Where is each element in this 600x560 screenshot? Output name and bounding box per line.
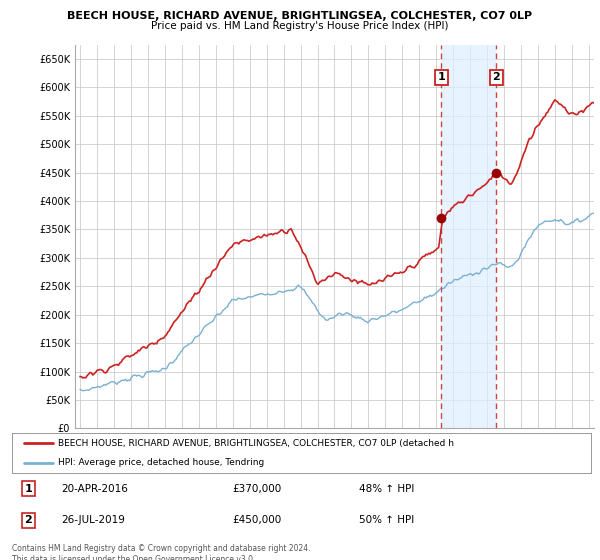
Bar [441, 45, 496, 428]
Text: 50% ↑ HPI: 50% ↑ HPI [359, 515, 415, 525]
Text: £370,000: £370,000 [232, 484, 281, 494]
Text: 2: 2 [493, 72, 500, 82]
Text: £450,000: £450,000 [232, 515, 281, 525]
Text: BEECH HOUSE, RICHARD AVENUE, BRIGHTLINGSEA, COLCHESTER, CO7 0LP (detached h: BEECH HOUSE, RICHARD AVENUE, BRIGHTLINGS… [58, 439, 454, 448]
Text: Price paid vs. HM Land Registry's House Price Index (HPI): Price paid vs. HM Land Registry's House … [151, 21, 449, 31]
Text: 1: 1 [437, 72, 445, 82]
Text: HPI: Average price, detached house, Tendring: HPI: Average price, detached house, Tend… [58, 458, 265, 467]
Text: 1: 1 [25, 484, 32, 494]
Text: 20-APR-2016: 20-APR-2016 [61, 484, 128, 494]
Text: 26-JUL-2019: 26-JUL-2019 [61, 515, 125, 525]
Text: 48% ↑ HPI: 48% ↑ HPI [359, 484, 415, 494]
Text: BEECH HOUSE, RICHARD AVENUE, BRIGHTLINGSEA, COLCHESTER, CO7 0LP: BEECH HOUSE, RICHARD AVENUE, BRIGHTLINGS… [67, 11, 533, 21]
Text: 2: 2 [25, 515, 32, 525]
Text: Contains HM Land Registry data © Crown copyright and database right 2024.
This d: Contains HM Land Registry data © Crown c… [12, 544, 311, 560]
